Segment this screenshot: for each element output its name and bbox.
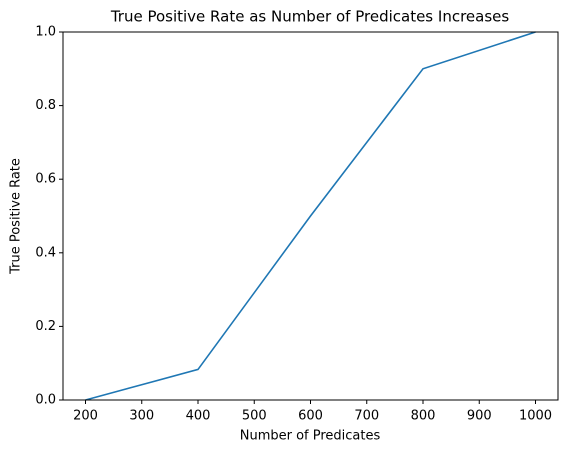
x-axis-label: Number of Predicates <box>240 429 381 444</box>
x-tick-label: 600 <box>298 409 323 424</box>
plot-frame <box>62 31 559 401</box>
line-series <box>85 31 536 401</box>
y-tick-label: 0.8 <box>35 98 56 113</box>
x-tick-label: 800 <box>411 409 436 424</box>
x-tick-label: 200 <box>73 409 98 424</box>
y-axis-label: True Positive Rate <box>9 158 24 275</box>
chart-title: True Positive Rate as Number of Predicat… <box>110 8 510 26</box>
x-tick-label: 500 <box>242 409 267 424</box>
y-tick-label: 0.6 <box>35 172 56 187</box>
y-tick-label: 1.0 <box>35 25 56 40</box>
y-tick-label: 0.0 <box>35 393 56 408</box>
x-tick-label: 300 <box>129 409 154 424</box>
y-tick-label: 0.2 <box>35 319 56 334</box>
y-tick-label: 0.4 <box>35 245 56 260</box>
x-tick-label: 700 <box>354 409 379 424</box>
x-tick-label: 900 <box>467 409 492 424</box>
x-tick-label: 400 <box>186 409 211 424</box>
x-tick-label: 1000 <box>519 409 552 424</box>
